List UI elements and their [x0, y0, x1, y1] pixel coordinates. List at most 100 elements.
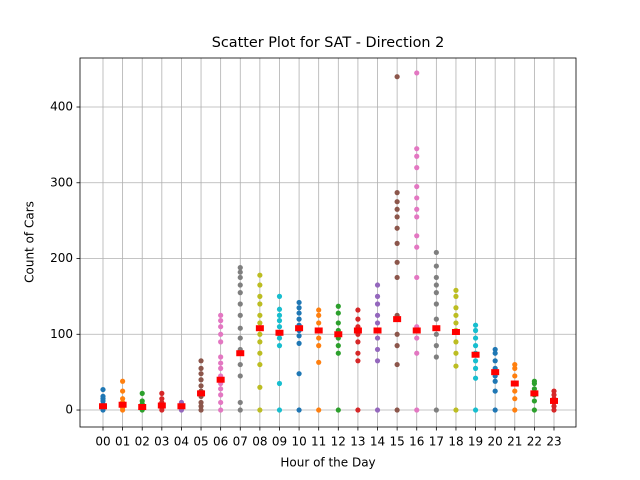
- point: [492, 350, 498, 356]
- x-tick-label: 20: [488, 435, 503, 449]
- y-tick-label: 400: [50, 100, 73, 114]
- point: [257, 407, 263, 413]
- point: [512, 373, 518, 379]
- mean-marker: [236, 350, 245, 357]
- mean-marker: [314, 327, 323, 334]
- point: [394, 240, 400, 246]
- x-tick-label: 07: [233, 435, 248, 449]
- mean-marker: [510, 380, 519, 387]
- point: [414, 274, 420, 281]
- point: [374, 293, 381, 299]
- mean-marker: [353, 327, 362, 334]
- point: [257, 331, 263, 337]
- point: [218, 354, 224, 360]
- point: [492, 378, 498, 384]
- ticks: 0 100 200 300 400 00 01 02 03 04 05 06 07 08 09 10 11 12 1…: [50, 100, 562, 449]
- point: [296, 333, 302, 339]
- point: [257, 361, 263, 368]
- point: [453, 287, 459, 293]
- point: [218, 331, 224, 337]
- point: [218, 339, 224, 345]
- point: [237, 282, 243, 288]
- point: [296, 299, 302, 306]
- x-tick-label: 16: [409, 435, 424, 449]
- point: [198, 377, 204, 383]
- point: [414, 153, 420, 159]
- point: [257, 312, 263, 318]
- point: [276, 293, 283, 299]
- point: [218, 365, 224, 371]
- point: [433, 263, 439, 269]
- point: [316, 312, 322, 318]
- point: [453, 312, 459, 318]
- mean-marker: [451, 329, 460, 336]
- point: [237, 274, 243, 281]
- point: [414, 244, 420, 250]
- x-tick-label: 11: [311, 435, 326, 449]
- point: [374, 335, 381, 341]
- point: [276, 380, 283, 387]
- point: [276, 324, 283, 330]
- point: [374, 320, 381, 326]
- point: [296, 371, 302, 377]
- point: [139, 390, 145, 396]
- point: [531, 378, 537, 384]
- point: [218, 392, 224, 398]
- point: [218, 324, 224, 330]
- marks: [99, 70, 558, 413]
- point: [374, 301, 381, 307]
- x-tick-label: 12: [331, 435, 346, 449]
- point: [394, 259, 400, 265]
- x-tick-label: 05: [193, 435, 208, 449]
- point: [394, 407, 400, 413]
- point: [276, 306, 283, 312]
- point: [512, 361, 518, 368]
- point: [237, 399, 243, 406]
- point: [335, 350, 341, 356]
- mean-marker: [177, 403, 186, 410]
- point: [453, 320, 459, 326]
- point: [551, 403, 557, 409]
- point: [316, 407, 322, 413]
- point: [433, 274, 439, 281]
- point: [551, 407, 557, 413]
- point: [198, 371, 204, 377]
- point: [257, 339, 263, 345]
- x-tick-label: 04: [174, 435, 189, 449]
- point: [198, 358, 204, 364]
- point: [472, 375, 479, 381]
- point: [531, 386, 537, 392]
- point: [355, 339, 361, 345]
- point: [296, 407, 302, 413]
- point: [472, 407, 479, 413]
- point: [512, 396, 518, 402]
- mean-marker: [197, 390, 206, 397]
- x-tick-label: 19: [468, 435, 483, 449]
- point: [316, 335, 322, 341]
- x-tick-label: 02: [135, 435, 150, 449]
- point: [433, 316, 439, 322]
- y-axis-label: Count of Cars: [23, 201, 37, 283]
- point: [414, 195, 420, 201]
- point: [433, 290, 439, 296]
- mean-marker: [118, 401, 127, 408]
- plot-frame: [79, 57, 577, 428]
- x-tick-label: 22: [527, 435, 542, 449]
- mean-marker: [373, 327, 382, 334]
- x-tick-label: 10: [291, 435, 306, 449]
- point: [433, 331, 439, 337]
- point: [257, 384, 263, 390]
- point: [414, 165, 420, 171]
- mean-marker: [255, 325, 264, 332]
- point: [198, 383, 204, 389]
- point: [257, 272, 263, 278]
- point: [296, 310, 302, 316]
- x-tick-label: 23: [546, 435, 561, 449]
- point: [355, 350, 361, 356]
- x-tick-label: 01: [115, 435, 130, 449]
- point: [472, 358, 479, 364]
- point: [414, 233, 420, 239]
- point: [374, 312, 381, 318]
- point: [100, 386, 106, 393]
- point: [159, 396, 165, 402]
